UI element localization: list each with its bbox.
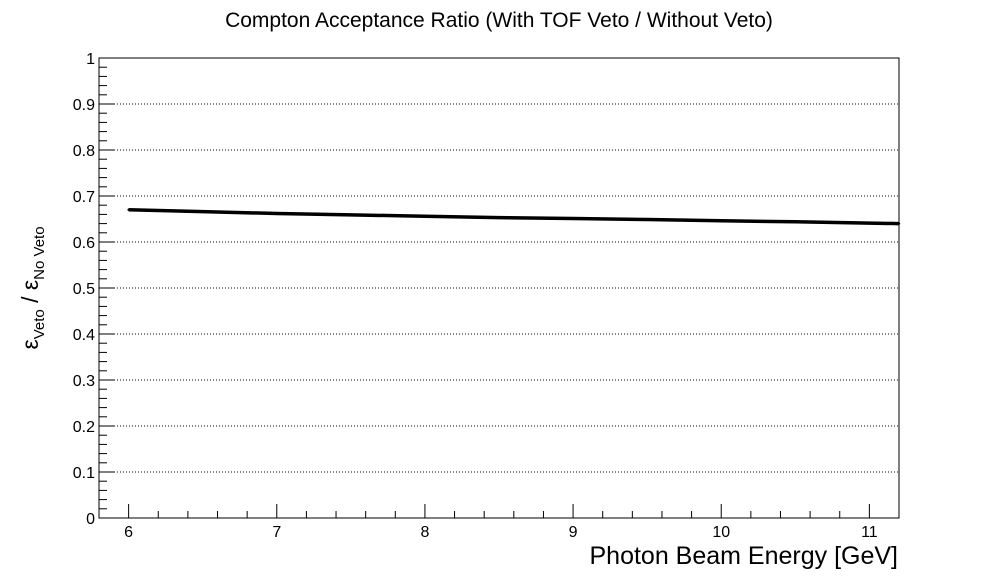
- data-point: [868, 221, 871, 225]
- data-point: [275, 212, 278, 215]
- data-point: [349, 213, 353, 217]
- y-tick-label: 0: [86, 511, 95, 528]
- x-tick-label: 6: [124, 524, 133, 541]
- grid-layer: [99, 103, 899, 473]
- chart-title: Compton Acceptance Ratio (With TOF Veto …: [225, 9, 773, 32]
- data-point: [571, 217, 575, 220]
- data-point: [423, 215, 427, 218]
- data-point: [645, 218, 649, 221]
- x-tick-label: 9: [569, 524, 578, 541]
- y-tick-label: 0.5: [73, 281, 95, 298]
- data-point: [897, 222, 901, 225]
- y-tick-label: 0.3: [73, 373, 95, 390]
- x-tick-label: 8: [420, 524, 429, 541]
- data-point: [720, 219, 723, 223]
- y-label-den-symbol: ε: [17, 280, 43, 290]
- x-tick-label: 7: [272, 524, 281, 541]
- y-tick-label: 0.7: [73, 189, 95, 206]
- y-tick-label: 0.6: [73, 235, 95, 252]
- y-label-separator: /: [17, 290, 43, 309]
- data-point: [127, 208, 130, 211]
- y-tick-label: 1: [86, 51, 95, 68]
- series-layer: [127, 208, 901, 226]
- x-axis-label: Photon Beam Energy [GeV]: [589, 542, 898, 570]
- data-point: [497, 216, 501, 219]
- x-tick-label: 11: [861, 524, 878, 541]
- y-tick-label: 0.1: [73, 465, 95, 482]
- data-series-line: [128, 208, 900, 226]
- data-point: [794, 220, 797, 223]
- ticks-layer: 0 0.1 0.2 0.3 0.4 0.5 0.6 0.7 0.8 0.9 1 6 7 8 9 10 11: [73, 51, 878, 541]
- y-label-den-sub: No Veto: [31, 226, 48, 279]
- y-label-num-sub: Veto: [31, 309, 48, 339]
- y-tick-label: 0.2: [73, 419, 95, 436]
- y-tick-label: 0.8: [73, 143, 95, 160]
- y-axis-label: εVeto / εNo Veto: [17, 226, 48, 349]
- y-tick-label: 0.4: [73, 327, 95, 344]
- y-tick-label: 0.9: [73, 97, 95, 114]
- data-point: [201, 210, 204, 213]
- y-label-num-symbol: ε: [17, 339, 43, 349]
- x-tick-label: 10: [712, 524, 730, 541]
